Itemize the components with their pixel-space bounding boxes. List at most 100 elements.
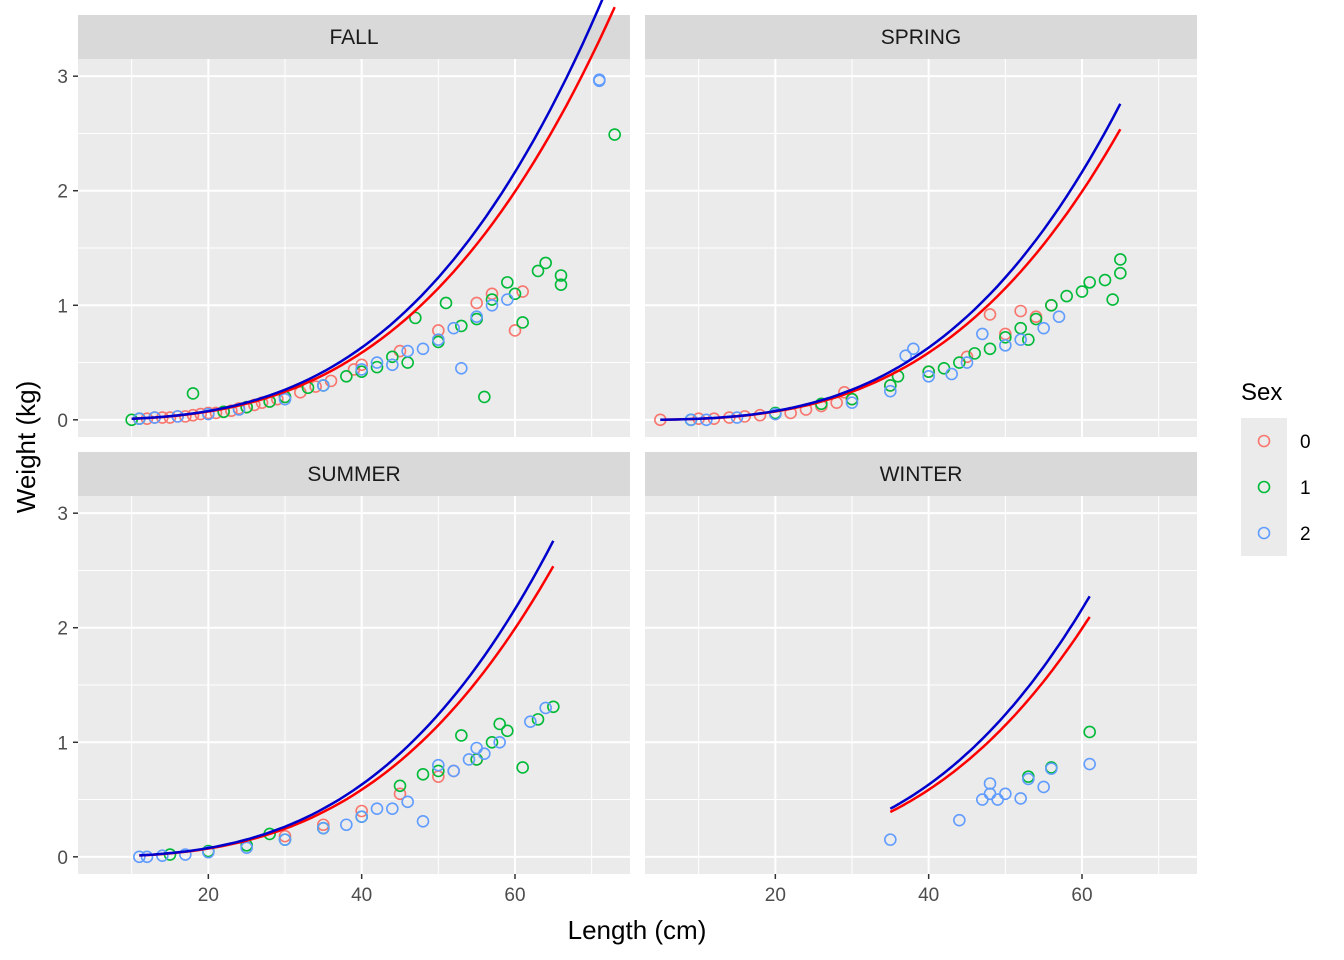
x-tick-label: 60 <box>1071 885 1092 906</box>
data-point-sex-1 <box>485 293 499 306</box>
data-point-sex-2 <box>899 349 912 362</box>
data-point-sex-2 <box>432 758 445 772</box>
data-point-sex-2 <box>945 367 958 381</box>
data-point-sex-2 <box>355 810 368 824</box>
strip-label: FALL <box>329 26 378 49</box>
data-point-sex-1 <box>968 347 981 360</box>
y-tick-label: 3 <box>57 67 68 88</box>
data-point-sex-1 <box>455 729 468 742</box>
fit-curve-blue <box>660 103 1122 421</box>
data-point-sex-2 <box>317 821 330 835</box>
data-point-sex-2 <box>355 363 368 376</box>
data-point-sex-2 <box>999 339 1012 352</box>
data-point-sex-2 <box>386 358 399 372</box>
panel-spring: SPRING <box>645 15 1197 437</box>
data-point-sex-2 <box>593 73 606 86</box>
data-point-sex-1 <box>393 779 407 793</box>
data-point-sex-2 <box>884 833 897 846</box>
x-tick-label: 40 <box>351 885 372 906</box>
data-point-sex-2 <box>845 396 859 409</box>
panel-summer: SUMMER 0 1 2 3 20 40 60 <box>57 452 630 906</box>
data-point-sex-2 <box>447 764 460 778</box>
data-point-sex-0 <box>1014 304 1027 318</box>
data-point-sex-1 <box>370 360 384 374</box>
data-point-sex-2 <box>202 407 215 421</box>
data-point-sex-2 <box>769 407 782 421</box>
data-point-sex-2 <box>907 342 920 356</box>
data-point-sex-2 <box>455 361 468 375</box>
strip-background <box>645 15 1197 59</box>
data-point-sex-1 <box>1060 289 1073 303</box>
legend-label: 0 <box>1300 432 1311 453</box>
legend-key-point <box>1257 434 1271 448</box>
data-point-sex-1 <box>1098 273 1112 287</box>
data-point-sex-2 <box>1052 310 1066 324</box>
data-point-sex-1 <box>531 264 545 278</box>
data-point-sex-1 <box>845 392 859 406</box>
legend-key-point <box>1257 480 1271 494</box>
data-point-sex-1 <box>493 717 506 731</box>
legend-key-point <box>1257 526 1271 540</box>
data-point-sex-1 <box>1083 276 1096 289</box>
data-point-sex-0 <box>209 406 223 420</box>
fit-curve-blue <box>889 595 1091 810</box>
data-point-sex-2 <box>976 327 989 341</box>
data-point-sex-2 <box>1022 772 1035 786</box>
data-point-sex-1 <box>501 276 514 289</box>
data-point-sex-1 <box>432 764 445 778</box>
data-point-sex-2 <box>133 850 146 864</box>
data-point-sex-1 <box>439 296 453 310</box>
data-point-sex-1 <box>547 700 560 714</box>
data-point-sex-0 <box>393 787 407 801</box>
data-point-sex-2 <box>462 753 476 766</box>
data-point-sex-2 <box>493 735 506 749</box>
data-point-sex-1 <box>884 379 897 392</box>
data-point-sex-1 <box>608 128 621 141</box>
y-tick-label: 1 <box>57 296 68 317</box>
strip-label: SPRING <box>881 26 962 49</box>
data-point-sex-2 <box>485 298 499 312</box>
legend: Sex 0 1 2 <box>1241 379 1311 556</box>
data-point-sex-1 <box>455 319 468 333</box>
y-axis-title: Weight (kg) <box>11 381 41 513</box>
panel-fall: FALL 0 1 2 3 <box>57 0 630 437</box>
data-point-sex-1 <box>501 724 514 738</box>
legend-label: 2 <box>1300 524 1311 545</box>
data-point-sex-2 <box>1014 792 1027 805</box>
data-point-sex-1 <box>186 387 200 400</box>
data-point-sex-2 <box>370 802 384 816</box>
data-point-sex-1 <box>922 365 935 379</box>
y-tick-label: 0 <box>57 411 68 432</box>
data-point-sex-1 <box>516 761 529 774</box>
data-point-sex-0 <box>470 296 483 310</box>
data-point-sex-1 <box>953 356 966 369</box>
y-tick-label: 1 <box>57 733 68 754</box>
data-point-sex-2 <box>999 787 1012 801</box>
data-point-sex-1 <box>1022 333 1035 346</box>
data-point-sex-1 <box>539 256 552 270</box>
y-tick-label: 0 <box>57 848 68 869</box>
data-point-sex-0 <box>983 308 997 321</box>
data-point-sex-2 <box>1037 780 1050 794</box>
data-point-sex-2 <box>524 715 537 728</box>
data-point-sex-2 <box>960 356 974 369</box>
data-point-sex-0 <box>516 285 529 298</box>
fit-curve-red <box>889 616 1091 814</box>
data-point-sex-1 <box>217 405 230 419</box>
legend-key <box>1241 464 1287 510</box>
strip-label: WINTER <box>880 463 963 486</box>
data-point-sex-0 <box>508 324 522 337</box>
y-tick-label: 2 <box>57 182 68 203</box>
data-point-sex-1 <box>125 413 138 427</box>
data-point-sex-2 <box>470 310 483 324</box>
data-point-sex-1 <box>386 350 399 364</box>
data-point-sex-2 <box>501 293 514 306</box>
data-point-sex-2 <box>370 356 384 369</box>
data-point-sex-1 <box>1106 293 1119 306</box>
data-point-sex-2 <box>1014 333 1027 346</box>
data-point-sex-2 <box>416 815 430 828</box>
data-point-sex-1 <box>1114 266 1127 280</box>
data-point-sex-0 <box>355 804 368 818</box>
fit-curve-blue <box>139 540 555 857</box>
